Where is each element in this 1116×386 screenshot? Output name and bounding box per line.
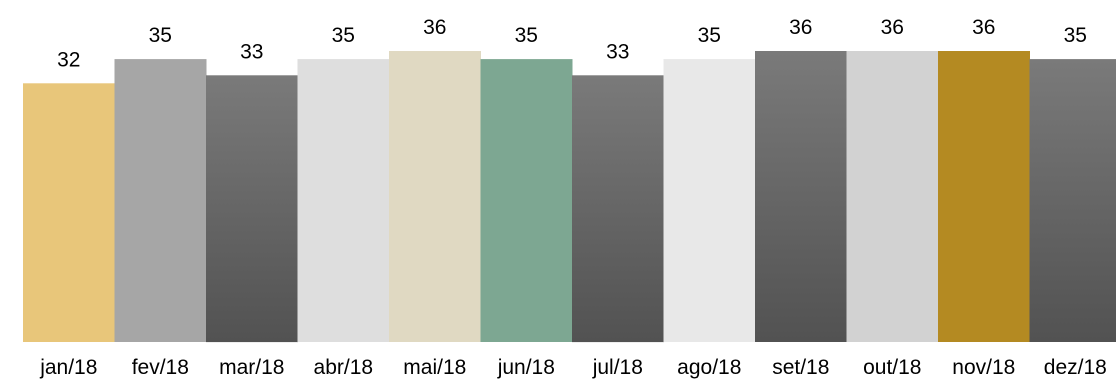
data-label-jul-18: 33 [606, 40, 629, 63]
x-tick-label-set-18: set/18 [772, 356, 829, 379]
data-label-dez-18: 35 [1064, 24, 1087, 47]
bar-abr-18 [297, 59, 390, 342]
x-tick-labels-group: jan/18 fev/18 mar/18 abr/18 mai/18 jun/18 jul/… [39, 356, 1107, 379]
bar-jun-18 [480, 59, 573, 342]
data-label-fev-18: 35 [149, 24, 172, 47]
data-label-ago-18: 35 [698, 24, 721, 47]
x-tick-label-fev-18: fev/18 [132, 356, 189, 379]
bar-fev-18 [114, 59, 207, 342]
bar-set-18 [755, 51, 847, 342]
data-label-abr-18: 35 [332, 24, 355, 47]
bar-mai-18 [389, 51, 481, 342]
x-tick-label-dez-18: dez/18 [1044, 356, 1107, 379]
bars-group [23, 51, 1116, 343]
x-tick-label-jul-18: jul/18 [592, 356, 643, 379]
bar-jul-18 [572, 75, 664, 343]
x-tick-label-out-18: out/18 [863, 356, 921, 379]
data-label-jan-18: 32 [57, 48, 80, 71]
x-tick-label-jun-18: jun/18 [497, 356, 555, 379]
bar-ago-18 [663, 59, 756, 342]
bar-nov-18 [938, 51, 1030, 342]
data-label-nov-18: 36 [972, 16, 995, 39]
data-label-out-18: 36 [881, 16, 904, 39]
data-label-set-18: 36 [789, 16, 812, 39]
data-label-jun-18: 35 [515, 24, 538, 47]
x-tick-label-mai-18: mai/18 [403, 356, 466, 379]
x-tick-label-jan-18: jan/18 [39, 356, 97, 379]
data-label-mai-18: 36 [423, 16, 446, 39]
x-tick-label-nov-18: nov/18 [952, 356, 1015, 379]
x-tick-label-abr-18: abr/18 [314, 356, 374, 379]
bar-mar-18 [206, 75, 298, 343]
bar-out-18 [846, 51, 939, 342]
x-tick-label-ago-18: ago/18 [677, 356, 741, 379]
bar-jan-18 [23, 83, 115, 343]
x-tick-label-mar-18: mar/18 [219, 356, 284, 379]
data-label-mar-18: 33 [240, 40, 263, 63]
data-labels-group: 32 35 33 35 36 35 33 35 36 36 36 35 [57, 16, 1087, 71]
bar-dez-18 [1029, 59, 1116, 342]
